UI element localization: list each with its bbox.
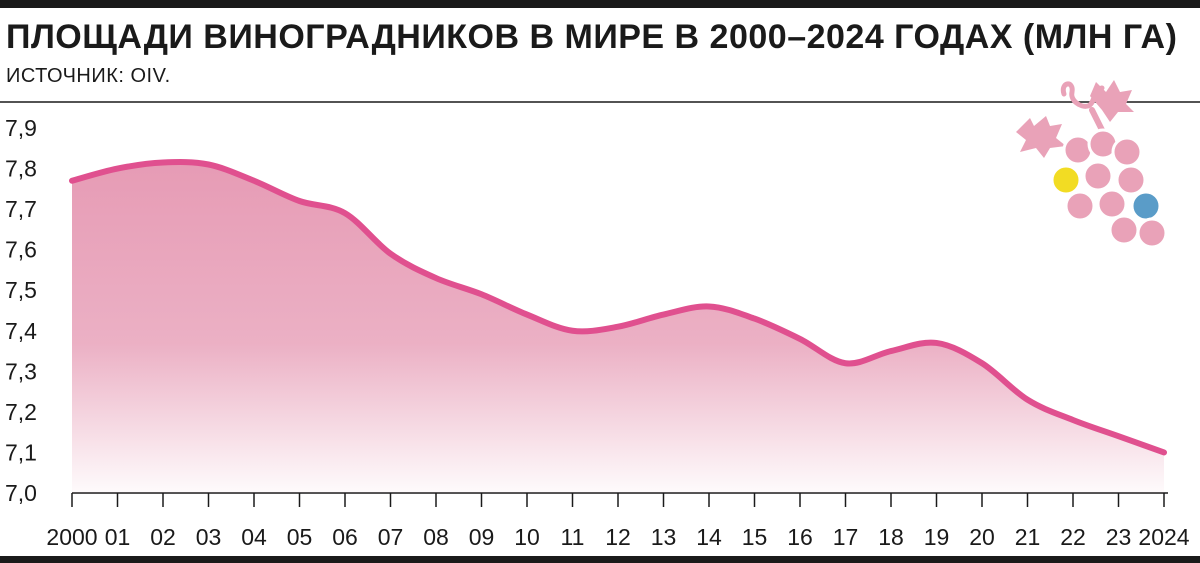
y-tick-label: 7,9	[5, 115, 37, 141]
chart-title: ПЛОЩАДИ ВИНОГРАДНИКОВ В МИРЕ В 2000–2024…	[6, 18, 1178, 56]
x-tick-label: 17	[833, 524, 859, 550]
x-tick-label: 2000	[46, 524, 97, 550]
x-tick-label: 08	[423, 524, 449, 550]
x-tick-label: 10	[514, 524, 540, 550]
x-tick-label: 05	[287, 524, 313, 550]
y-tick-label: 7,2	[5, 399, 37, 425]
bottom-rule	[0, 556, 1200, 563]
grape-berry	[1064, 190, 1096, 222]
grape-stem	[1089, 107, 1105, 133]
x-tick-label: 11	[561, 524, 585, 550]
x-tick-label: 12	[605, 524, 631, 550]
y-tick-label: 7,3	[5, 358, 37, 384]
x-tick-label: 22	[1060, 524, 1086, 550]
grape-berry	[1050, 164, 1082, 196]
grape-berry	[1082, 160, 1114, 192]
x-tick-label: 03	[196, 524, 222, 550]
y-tick-label: 7,5	[5, 277, 37, 303]
grape-berry	[1096, 188, 1128, 220]
grape-berries	[1050, 128, 1168, 249]
grape-berry	[1111, 136, 1143, 168]
x-tick-label: 06	[332, 524, 358, 550]
x-tick-label: 19	[924, 524, 950, 550]
grape-bunch-icon	[1016, 80, 1168, 249]
grape-berry	[1136, 217, 1168, 249]
x-tick-label: 16	[787, 524, 813, 550]
x-tick-label: 2024	[1138, 524, 1189, 550]
x-tick-label: 23	[1106, 524, 1132, 550]
series-line	[69, 159, 1167, 456]
y-tick-label: 7,4	[5, 318, 37, 344]
y-tick-label: 7,1	[5, 439, 37, 465]
x-tick-label: 18	[878, 524, 904, 550]
y-tick-label: 7,0	[5, 480, 37, 506]
grape-leaf-right	[1090, 80, 1134, 122]
x-tick-label: 20	[969, 524, 995, 550]
series-layer	[69, 159, 1167, 493]
top-rule	[0, 0, 1200, 8]
x-tick-label: 13	[651, 524, 677, 550]
grape-berry	[1115, 164, 1147, 196]
y-axis: 7,0 7,1 7,2 7,3 7,4 7,5 7,6 7,7 7,8 7,9	[5, 115, 37, 506]
grape-berry	[1062, 134, 1094, 166]
x-tick-label: 04	[241, 524, 267, 550]
grape-berry	[1130, 190, 1162, 222]
y-tick-label: 7,6	[5, 237, 37, 263]
x-tick-label: 09	[469, 524, 495, 550]
x-tick-label: 02	[150, 524, 176, 550]
x-tick-label: 14	[696, 524, 722, 550]
x-tick-label: 21	[1015, 524, 1041, 550]
chart-source: ИСТОЧНИК: OIV.	[6, 65, 171, 87]
grape-leaf-left	[1016, 116, 1066, 158]
x-tick-label: 15	[742, 524, 768, 550]
x-tick-label: 01	[105, 524, 131, 550]
x-tick-label: 07	[378, 524, 404, 550]
grape-berry	[1108, 214, 1140, 246]
y-tick-label: 7,7	[5, 196, 37, 222]
y-tick-label: 7,8	[5, 156, 37, 182]
x-axis: 2000 01 02 03 04 05 06 07 08 09 10 11 12 13 14 15 16 17 18…	[46, 492, 1190, 550]
